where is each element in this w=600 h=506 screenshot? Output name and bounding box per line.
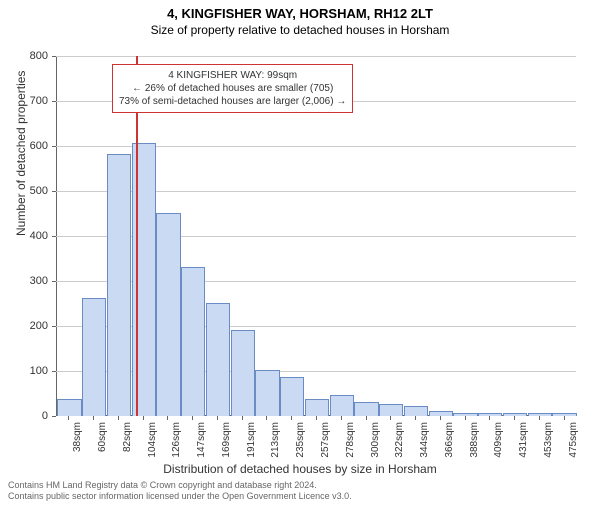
- y-tick-mark: [52, 146, 56, 147]
- x-tick-mark: [514, 416, 515, 420]
- x-tick-label: 126sqm: [171, 422, 182, 458]
- x-tick-mark: [539, 416, 540, 420]
- chart-subtitle: Size of property relative to detached ho…: [0, 23, 600, 37]
- histogram-bar: [379, 404, 403, 416]
- histogram-bar: [478, 413, 502, 416]
- gridline: [56, 56, 576, 57]
- annotation-line: ← 26% of detached houses are smaller (70…: [119, 82, 346, 95]
- x-tick-label: 213sqm: [270, 422, 281, 458]
- x-tick-label: 60sqm: [97, 422, 108, 452]
- y-tick-label: 500: [0, 185, 48, 197]
- histogram-bar: [280, 377, 304, 416]
- x-tick-label: 388sqm: [469, 422, 480, 458]
- x-tick-mark: [316, 416, 317, 420]
- x-tick-mark: [489, 416, 490, 420]
- chart-container: 4, KINGFISHER WAY, HORSHAM, RH12 2LT Siz…: [0, 6, 600, 506]
- x-tick-mark: [242, 416, 243, 420]
- x-tick-label: 257sqm: [320, 422, 331, 458]
- x-tick-mark: [68, 416, 69, 420]
- histogram-bar: [82, 298, 106, 416]
- footer-line-2: Contains public sector information licen…: [8, 491, 352, 502]
- histogram-bar: [231, 330, 255, 417]
- y-tick-label: 200: [0, 320, 48, 332]
- x-tick-label: 366sqm: [444, 422, 455, 458]
- histogram-bar: [552, 413, 576, 416]
- histogram-bar: [107, 154, 131, 416]
- y-tick-mark: [52, 56, 56, 57]
- x-tick-mark: [143, 416, 144, 420]
- x-tick-mark: [465, 416, 466, 420]
- x-tick-mark: [291, 416, 292, 420]
- x-tick-mark: [118, 416, 119, 420]
- x-tick-label: 278sqm: [345, 422, 356, 458]
- histogram-bar: [255, 370, 279, 416]
- x-tick-mark: [390, 416, 391, 420]
- chart-title: 4, KINGFISHER WAY, HORSHAM, RH12 2LT: [0, 6, 600, 21]
- annotation-line: 4 KINGFISHER WAY: 99sqm: [119, 69, 346, 82]
- x-tick-mark: [341, 416, 342, 420]
- histogram-bar: [354, 402, 378, 417]
- histogram-bar: [404, 406, 428, 416]
- x-tick-mark: [564, 416, 565, 420]
- histogram-bar: [206, 303, 230, 417]
- y-tick-mark: [52, 281, 56, 282]
- histogram-bar: [57, 399, 81, 416]
- y-tick-label: 800: [0, 50, 48, 62]
- y-tick-mark: [52, 101, 56, 102]
- x-tick-label: 300sqm: [370, 422, 381, 458]
- plot-area: 4 KINGFISHER WAY: 99sqm← 26% of detached…: [56, 56, 576, 416]
- chart-inner: 4 KINGFISHER WAY: 99sqm← 26% of detached…: [56, 56, 576, 416]
- y-tick-label: 400: [0, 230, 48, 242]
- y-tick-mark: [52, 371, 56, 372]
- x-tick-mark: [93, 416, 94, 420]
- y-tick-label: 0: [0, 410, 48, 422]
- x-tick-label: 453sqm: [543, 422, 554, 458]
- x-tick-mark: [192, 416, 193, 420]
- x-tick-label: 191sqm: [246, 422, 257, 458]
- footer-line-1: Contains HM Land Registry data © Crown c…: [8, 480, 352, 491]
- histogram-bar: [528, 413, 552, 416]
- x-tick-label: 235sqm: [295, 422, 306, 458]
- histogram-bar: [453, 413, 477, 416]
- x-tick-mark: [217, 416, 218, 420]
- histogram-bar: [305, 399, 329, 416]
- x-tick-label: 147sqm: [196, 422, 207, 458]
- x-tick-mark: [415, 416, 416, 420]
- x-tick-mark: [440, 416, 441, 420]
- x-tick-mark: [366, 416, 367, 420]
- annotation-line: 73% of semi-detached houses are larger (…: [119, 95, 346, 108]
- x-axis-label: Distribution of detached houses by size …: [0, 462, 600, 476]
- y-tick-mark: [52, 416, 56, 417]
- x-tick-label: 475sqm: [568, 422, 579, 458]
- histogram-bar: [429, 411, 453, 417]
- footer: Contains HM Land Registry data © Crown c…: [8, 480, 352, 502]
- x-tick-label: 322sqm: [394, 422, 405, 458]
- x-tick-label: 169sqm: [221, 422, 232, 458]
- y-tick-label: 300: [0, 275, 48, 287]
- x-tick-label: 82sqm: [122, 422, 133, 452]
- histogram-bar: [156, 213, 180, 417]
- x-tick-mark: [167, 416, 168, 420]
- y-tick-mark: [52, 326, 56, 327]
- y-tick-mark: [52, 236, 56, 237]
- annotation-box: 4 KINGFISHER WAY: 99sqm← 26% of detached…: [112, 64, 353, 113]
- x-tick-label: 38sqm: [72, 422, 83, 452]
- histogram-bar: [330, 395, 354, 416]
- x-tick-mark: [266, 416, 267, 420]
- x-tick-label: 409sqm: [493, 422, 504, 458]
- y-tick-mark: [52, 191, 56, 192]
- x-tick-label: 431sqm: [518, 422, 529, 458]
- histogram-bar: [181, 267, 205, 417]
- y-tick-label: 600: [0, 140, 48, 152]
- x-tick-label: 344sqm: [419, 422, 430, 458]
- y-tick-label: 700: [0, 95, 48, 107]
- x-tick-label: 104sqm: [147, 422, 158, 458]
- y-tick-label: 100: [0, 365, 48, 377]
